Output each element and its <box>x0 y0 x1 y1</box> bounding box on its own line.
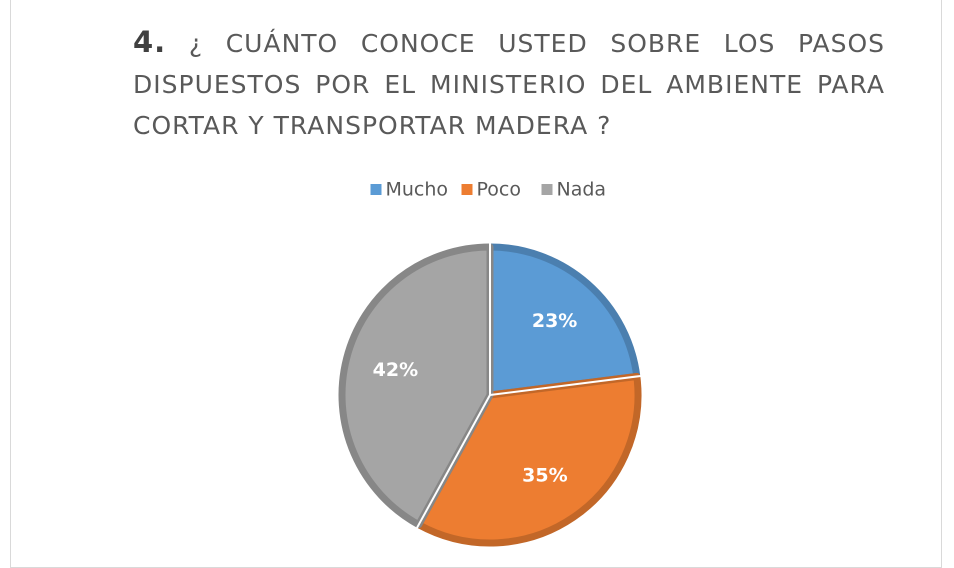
data-label: 35% <box>522 464 567 486</box>
legend-swatch <box>541 184 553 195</box>
data-label: 23% <box>532 310 577 332</box>
chart-title: ¿ CUÁNTO CONOCE USTED SOBRE LOS PASOS DI… <box>133 29 885 140</box>
pie-slice <box>415 372 642 547</box>
legend-label: Nada <box>557 179 607 201</box>
legend-label: Mucho <box>386 179 449 201</box>
legend-label: Poco <box>477 179 521 201</box>
data-label: 42% <box>373 359 418 381</box>
pie-slice <box>486 243 641 399</box>
legend-swatch <box>461 184 473 195</box>
slice-separator <box>489 374 641 396</box>
slice-separator <box>415 394 491 529</box>
question-number: 4. <box>133 25 167 59</box>
legend-swatch <box>370 184 382 195</box>
pie-slice <box>338 243 494 529</box>
chart-title-block: 4. ¿ CUÁNTO CONOCE USTED SOBRE LOS PASOS… <box>133 22 885 146</box>
